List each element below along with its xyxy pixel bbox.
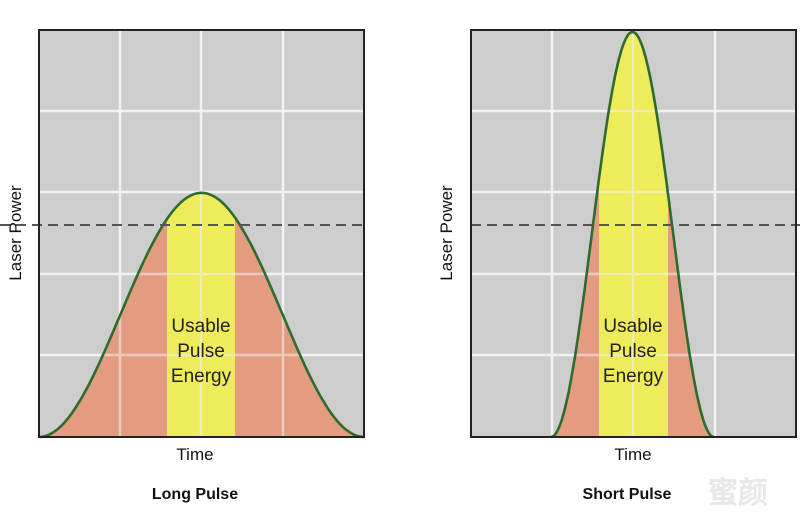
long-pulse-panel: Usable Pulse Energy Laser Power Time Lon… xyxy=(0,29,365,503)
short-pulse-curve xyxy=(550,30,715,439)
short-pulse-panel: Usable Pulse Energy Laser Power Time Sho… xyxy=(437,29,800,503)
short-plot-frame xyxy=(470,29,797,438)
short-usable-label-line-2: Pulse xyxy=(609,341,657,362)
watermark-logo: 蜜颜 xyxy=(708,476,768,511)
short-y-axis-label: Laser Power xyxy=(437,185,456,281)
short-x-axis-label: Time xyxy=(614,445,651,464)
long-plot-frame xyxy=(38,29,365,438)
short-usable-label-line-3: Energy xyxy=(603,366,664,387)
long-usable-label-line-3: Energy xyxy=(171,366,232,387)
long-y-axis-label: Laser Power xyxy=(6,185,25,281)
long-pulse-title: Long Pulse xyxy=(152,486,238,503)
long-pulse-curve xyxy=(38,191,365,439)
short-usable-label-line-1: Usable xyxy=(603,316,662,337)
short-grid-overlay xyxy=(551,32,714,437)
short-pulse-title: Short Pulse xyxy=(583,486,672,503)
long-usable-label-line-2: Pulse xyxy=(177,341,225,362)
long-x-axis-label: Time xyxy=(176,445,213,464)
long-usable-label-line-1: Usable xyxy=(171,316,230,337)
